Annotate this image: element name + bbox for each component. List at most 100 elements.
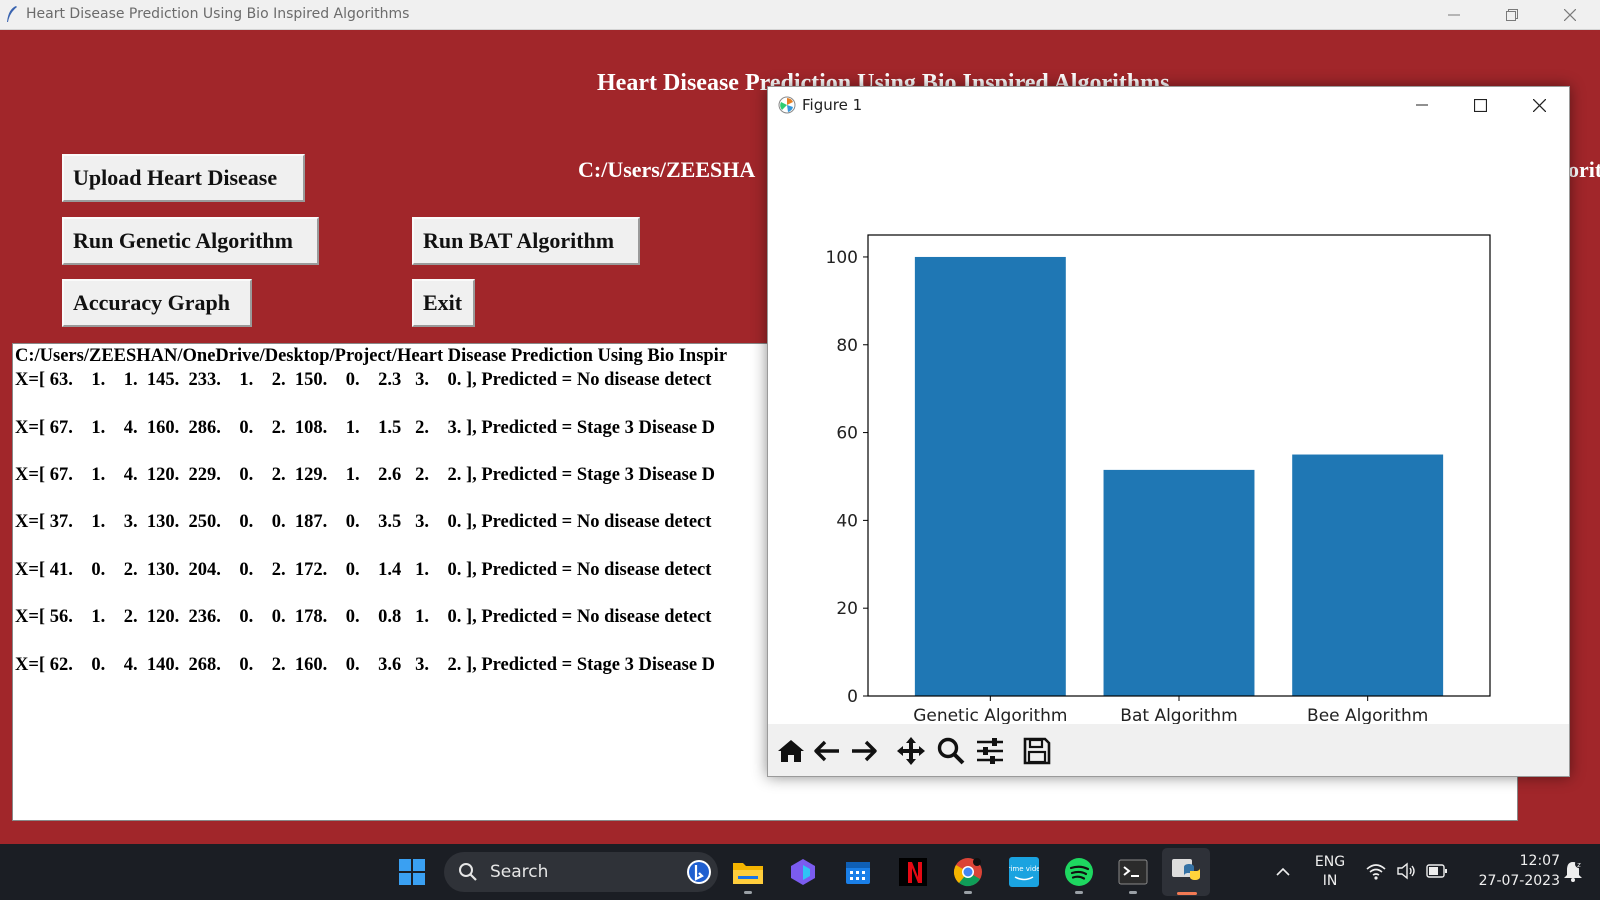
prime-video-icon: prime video — [1009, 857, 1039, 887]
y-tick-label: 20 — [836, 599, 858, 619]
spotify-icon — [1065, 858, 1093, 886]
terminal-icon — [1118, 859, 1148, 885]
bar-bat-algorithm — [1103, 469, 1255, 696]
taskbar-netflix[interactable] — [896, 855, 930, 889]
y-tick-label: 0 — [847, 687, 858, 707]
output-line: X=[ 37. 1. 3. 130. 250. 0. 0. 187. 0. 3.… — [15, 512, 712, 532]
forward-arrow-icon — [852, 740, 877, 762]
wifi-icon[interactable] — [1366, 862, 1386, 880]
figure-navigation-toolbar — [768, 724, 1569, 776]
minimize-icon — [1416, 104, 1428, 106]
running-indicator — [1075, 891, 1083, 894]
taskbar-calendar[interactable] — [841, 855, 875, 889]
taskbar-python[interactable] — [1162, 848, 1210, 896]
save-icon — [1023, 737, 1051, 765]
figure-close-button[interactable] — [1510, 87, 1568, 123]
windows-start-icon — [399, 859, 425, 885]
zoom-button[interactable] — [934, 734, 968, 768]
output-line: X=[ 62. 0. 4. 140. 268. 0. 2. 160. 0. 3.… — [15, 655, 716, 675]
upload-dataset-button[interactable]: Upload Heart Disease — [62, 154, 305, 202]
figure-title: Figure 1 — [802, 96, 863, 114]
taskbar: Search prime video ENG IN 12:07 27-07-20… — [0, 844, 1600, 900]
close-icon — [1564, 8, 1576, 21]
bar-chart: 0 20 40 60 80 100 Genetic Algorithm Bat Algori… — [826, 234, 1491, 724]
output-line: X=[ 41. 0. 2. 130. 204. 0. 2. 172. 0. 1.… — [15, 560, 712, 580]
output-line: X=[ 67. 1. 4. 160. 286. 0. 2. 108. 1. 1.… — [15, 418, 716, 438]
back-button[interactable] — [810, 734, 844, 768]
chevron-up-icon — [1276, 867, 1290, 876]
bar-genetic-algorithm — [914, 256, 1066, 696]
tk-feather-icon — [7, 6, 17, 22]
y-tick-label: 40 — [836, 511, 858, 531]
forward-button[interactable] — [847, 734, 881, 768]
main-window-title: Heart Disease Prediction Using Bio Inspi… — [26, 6, 410, 22]
taskbar-spotify[interactable] — [1062, 855, 1096, 889]
figure-window: Figure 1 0 20 40 60 80 100 Genetic Algorithm B… — [767, 86, 1570, 777]
output-line: C:/Users/ZEESHAN/OneDrive/Desktop/Projec… — [15, 346, 728, 366]
restore-icon — [1506, 8, 1518, 21]
prime-video-logo-text: prime video — [1009, 865, 1039, 873]
output-line: X=[ 67. 1. 4. 120. 229. 0. 2. 129. 1. 2.… — [15, 465, 716, 485]
battery-icon[interactable] — [1426, 863, 1448, 879]
copilot-icon — [791, 859, 815, 885]
run-bat-algorithm-button[interactable]: Run BAT Algorithm — [412, 217, 640, 265]
close-icon — [1532, 98, 1546, 112]
language-indicator-top[interactable]: ENG — [1314, 854, 1346, 870]
taskbar-prime-video[interactable]: prime video — [1007, 855, 1041, 889]
accuracy-graph-button[interactable]: Accuracy Graph — [62, 279, 252, 327]
taskbar-file-explorer[interactable] — [731, 855, 765, 889]
x-tick-label: Bee Algorithm — [1307, 706, 1428, 724]
save-figure-button[interactable] — [1020, 734, 1054, 768]
configure-subplots-icon — [977, 738, 1003, 764]
matplotlib-icon — [778, 96, 796, 114]
figure-minimize-button[interactable] — [1393, 87, 1451, 123]
run-genetic-algorithm-button[interactable]: Run Genetic Algorithm — [62, 217, 319, 265]
output-line: X=[ 56. 1. 2. 120. 236. 0. 0. 178. 0. 0.… — [15, 607, 712, 627]
start-button[interactable] — [395, 855, 429, 889]
restore-button[interactable] — [1486, 0, 1538, 29]
bar-bee-algorithm — [1292, 454, 1444, 696]
x-tick-label: Bat Algorithm — [1120, 706, 1237, 724]
taskbar-chrome[interactable] — [951, 855, 985, 889]
y-tick-label: 80 — [836, 336, 858, 356]
zoom-icon — [937, 737, 965, 765]
bing-icon[interactable] — [686, 859, 712, 885]
main-window-titlebar: Heart Disease Prediction Using Bio Inspi… — [0, 0, 1600, 30]
y-tick-label: 60 — [836, 424, 858, 444]
volume-icon[interactable] — [1396, 862, 1416, 880]
calendar-icon — [846, 862, 870, 884]
search-placeholder: Search — [490, 862, 549, 882]
pan-button[interactable] — [894, 734, 928, 768]
figure-maximize-button[interactable] — [1451, 87, 1509, 123]
running-indicator — [964, 891, 972, 894]
taskbar-terminal[interactable] — [1116, 855, 1150, 889]
y-tick-label: 100 — [826, 248, 858, 268]
taskbar-date[interactable]: 27-07-2023 — [1478, 873, 1560, 889]
home-button[interactable] — [774, 734, 808, 768]
file-path-label-tail: orit — [1568, 157, 1600, 182]
language-indicator-bottom[interactable]: IN — [1322, 873, 1338, 889]
chrome-icon — [953, 858, 982, 887]
maximize-icon — [1473, 98, 1487, 112]
pan-icon — [897, 737, 925, 765]
svg-text:z: z — [1577, 861, 1581, 869]
output-line: X=[ 63. 1. 1. 145. 233. 1. 2. 150. 0. 2.… — [15, 370, 712, 390]
back-arrow-icon — [814, 740, 839, 762]
file-path-label: C:/Users/ZEESHA — [578, 157, 756, 182]
python-icon — [1172, 859, 1200, 880]
figure-titlebar: Figure 1 — [768, 87, 1569, 123]
notification-bell-icon[interactable]: z — [1562, 859, 1584, 883]
running-indicator — [744, 891, 752, 894]
taskbar-time[interactable]: 12:07 — [1519, 853, 1560, 869]
exit-button[interactable]: Exit — [412, 279, 475, 327]
active-app-indicator — [1177, 892, 1197, 895]
taskbar-search-box[interactable]: Search — [444, 852, 718, 892]
x-tick-label: Genetic Algorithm — [913, 706, 1067, 724]
taskbar-copilot[interactable] — [786, 855, 820, 889]
configure-subplots-button[interactable] — [973, 734, 1007, 768]
close-button[interactable] — [1544, 0, 1596, 29]
minimize-button[interactable] — [1428, 0, 1480, 29]
show-hidden-icons-button[interactable] — [1266, 855, 1300, 889]
search-icon — [459, 863, 477, 881]
file-explorer-icon — [733, 863, 763, 884]
